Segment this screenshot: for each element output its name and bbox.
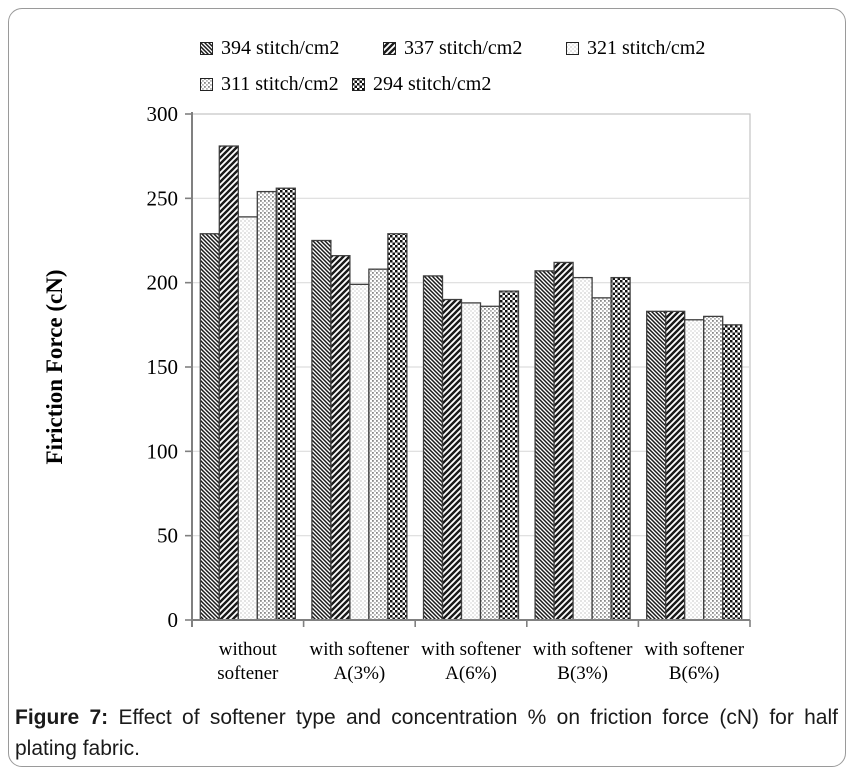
bar-394-5 bbox=[646, 310, 667, 621]
legend-item-337: 337 stitch/cm2 bbox=[383, 37, 566, 60]
bar-chart: 0 50 100 150 200 250 300 without softener with so… bbox=[42, 102, 751, 684]
chart-legend: 394 stitch/cm2 337 stitch/cm2 321 stitch/c… bbox=[200, 30, 749, 102]
bar-321-4 bbox=[572, 276, 593, 621]
y-axis-title: Firiction Force (cN) bbox=[42, 270, 67, 465]
bar-311-3 bbox=[479, 305, 501, 621]
bar-311-1 bbox=[256, 190, 277, 621]
legend-label: 311 stitch/cm2 bbox=[221, 72, 339, 95]
figure-caption: Figure 7: Effect of softener type and co… bbox=[15, 702, 838, 764]
x-category-label-2: with softener A(3%) bbox=[310, 639, 410, 684]
bar-321-1 bbox=[237, 216, 258, 621]
bar-321-2 bbox=[349, 283, 370, 621]
x-category-label-4: with softener B(3%) bbox=[533, 639, 633, 684]
bar-394-4 bbox=[534, 270, 555, 621]
bar-394-3 bbox=[422, 275, 444, 621]
bar-294-1 bbox=[275, 187, 296, 621]
legend-swatch-icon bbox=[200, 77, 213, 91]
bar-337-1 bbox=[218, 145, 239, 621]
legend-item-321: 321 stitch/cm2 bbox=[566, 37, 749, 60]
bar-294-5 bbox=[722, 324, 743, 621]
y-tick-label-250: 250 bbox=[147, 186, 179, 210]
y-tick-label-0: 0 bbox=[168, 608, 179, 632]
x-category-label-5: with softener B(6%) bbox=[644, 639, 744, 684]
bar-337-3 bbox=[441, 298, 463, 621]
bar-294-4 bbox=[610, 276, 631, 621]
y-tick-label-100: 100 bbox=[147, 439, 179, 463]
bar-321-3 bbox=[460, 302, 482, 621]
legend-label: 294 stitch/cm2 bbox=[373, 72, 492, 95]
legend-row-1: 394 stitch/cm2 337 stitch/cm2 321 stitch/c… bbox=[200, 30, 749, 66]
legend-swatch-icon bbox=[566, 41, 579, 55]
x-category-label-1: without softener bbox=[217, 639, 279, 684]
legend-label: 337 stitch/cm2 bbox=[404, 36, 523, 59]
bar-394-2 bbox=[311, 239, 332, 621]
y-tick-label-150: 150 bbox=[147, 355, 179, 379]
bar-337-5 bbox=[665, 310, 686, 621]
figure-caption-text: Effect of softener type and concentratio… bbox=[15, 706, 838, 760]
bar-337-4 bbox=[553, 261, 574, 621]
y-tick-label-200: 200 bbox=[147, 271, 179, 295]
legend-item-311: 311 stitch/cm2 bbox=[200, 73, 352, 96]
x-category-label-3: with softener A(6%) bbox=[421, 639, 521, 684]
bar-294-3 bbox=[498, 290, 520, 621]
bar-321-5 bbox=[684, 319, 705, 621]
y-tick-label-300: 300 bbox=[147, 102, 179, 126]
legend-item-294: 294 stitch/cm2 bbox=[352, 73, 504, 96]
bar-311-4 bbox=[591, 297, 612, 621]
legend-label: 394 stitch/cm2 bbox=[221, 36, 340, 59]
legend-label: 321 stitch/cm2 bbox=[587, 36, 706, 59]
bar-394-1 bbox=[199, 233, 220, 621]
legend-swatch-icon bbox=[200, 41, 213, 55]
bar-337-2 bbox=[330, 255, 351, 621]
legend-row-2: 311 stitch/cm2 294 stitch/cm2 bbox=[200, 66, 749, 102]
y-tick-label-50: 50 bbox=[157, 524, 178, 548]
legend-swatch-icon bbox=[352, 77, 365, 91]
bar-294-2 bbox=[387, 233, 408, 621]
bar-311-5 bbox=[703, 315, 724, 621]
legend-item-394: 394 stitch/cm2 bbox=[200, 37, 383, 60]
figure-caption-label: Figure 7: bbox=[15, 706, 109, 729]
legend-swatch-icon bbox=[383, 41, 396, 55]
bar-311-2 bbox=[368, 268, 389, 621]
